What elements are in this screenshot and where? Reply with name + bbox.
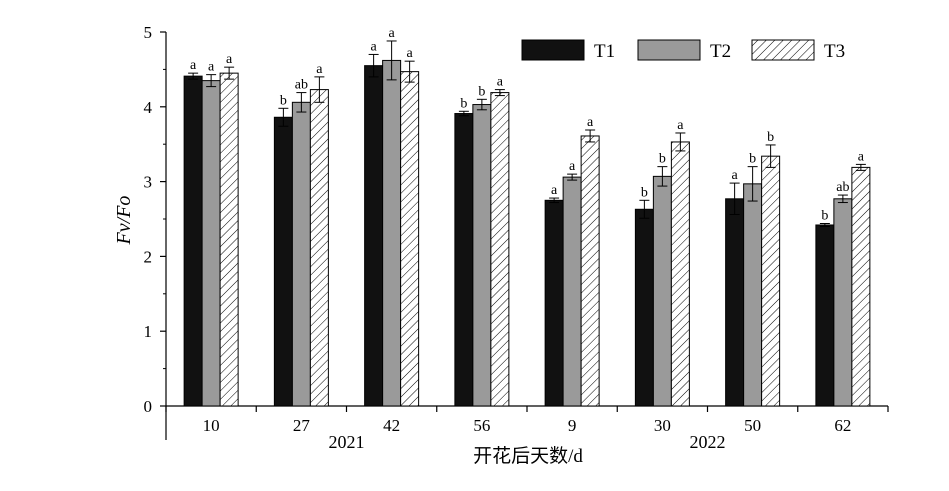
bar [400, 71, 420, 407]
x-tick-label: 56 [473, 416, 490, 435]
x-tick-label: 10 [203, 416, 220, 435]
significance-letter: a [371, 39, 378, 54]
y-tick-label: 2 [144, 247, 153, 266]
bar [382, 59, 402, 407]
x-axis-label: 开花后天数/d [473, 445, 583, 467]
x-tick-label: 30 [654, 416, 671, 435]
legend-label: T1 [594, 41, 615, 62]
x-tick-label: 62 [834, 416, 851, 435]
y-tick-label: 4 [144, 98, 153, 117]
significance-letter: b [460, 96, 467, 111]
bar [761, 155, 781, 407]
y-tick-label: 0 [144, 397, 153, 416]
significance-letter: b [767, 130, 774, 145]
bar [634, 208, 654, 407]
bar [580, 135, 600, 407]
x-tick-label: 50 [744, 416, 761, 435]
significance-letter: a [497, 75, 504, 90]
significance-letter: a [569, 159, 576, 174]
bar [364, 65, 384, 407]
x-tick-label: 27 [293, 416, 311, 435]
bar [291, 101, 311, 407]
significance-letter: b [280, 93, 287, 108]
significance-letter: b [478, 84, 485, 99]
y-tick-label: 5 [144, 23, 153, 42]
legend: T1 T2 T3 [521, 39, 845, 62]
group-label: 2021 [329, 432, 365, 452]
bar [472, 104, 492, 407]
legend-label: T2 [710, 41, 731, 62]
bar [201, 80, 221, 407]
significance-letter: b [659, 152, 666, 167]
bar [562, 176, 582, 407]
y-tick-label: 3 [144, 173, 153, 192]
significance-letter: a [208, 60, 215, 75]
legend-label: T3 [824, 41, 845, 62]
significance-letter: b [641, 185, 648, 200]
legend-swatch [751, 39, 815, 61]
bar [454, 113, 474, 407]
bar [851, 166, 871, 407]
significance-letter: a [551, 183, 558, 198]
significance-letter: a [677, 118, 684, 133]
x-tick-label: 42 [383, 416, 400, 435]
significance-letter: a [858, 149, 865, 164]
significance-letter: a [587, 115, 594, 130]
bar [309, 89, 329, 407]
y-tick-label: 1 [144, 322, 153, 341]
significance-letter: a [226, 52, 233, 67]
legend-swatch [637, 39, 701, 61]
significance-letter: a [389, 26, 396, 41]
y-axis-label: Fv/Fo [113, 196, 135, 246]
bar [273, 116, 293, 407]
bar [219, 72, 239, 407]
bar [183, 75, 203, 407]
bar [652, 175, 672, 407]
bar [490, 92, 510, 407]
bar [743, 183, 763, 407]
x-tick-label: 9 [568, 416, 577, 435]
bar [815, 224, 835, 407]
significance-letter: ab [295, 78, 308, 93]
significance-letter: b [749, 152, 756, 167]
significance-letter: a [316, 62, 323, 77]
group-label: 2022 [690, 432, 726, 452]
legend-swatch [521, 39, 585, 61]
bar [544, 199, 564, 407]
significance-letter: a [190, 58, 197, 73]
significance-letter: a [407, 46, 414, 61]
bar [833, 198, 853, 407]
significance-letter: b [821, 208, 828, 223]
significance-letter: a [732, 168, 739, 183]
bar [670, 141, 690, 407]
significance-letter: ab [836, 180, 849, 195]
bar [725, 198, 745, 407]
